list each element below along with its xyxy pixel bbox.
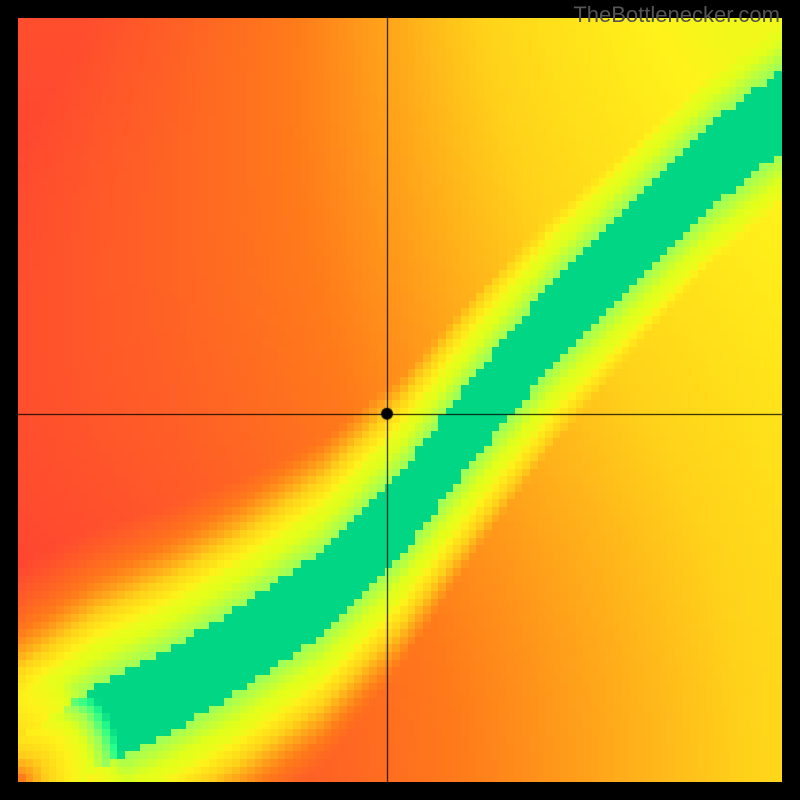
chart-container: TheBottlenecker.com	[0, 0, 800, 800]
heatmap-canvas	[0, 0, 800, 800]
watermark-text: TheBottlenecker.com	[573, 2, 780, 28]
